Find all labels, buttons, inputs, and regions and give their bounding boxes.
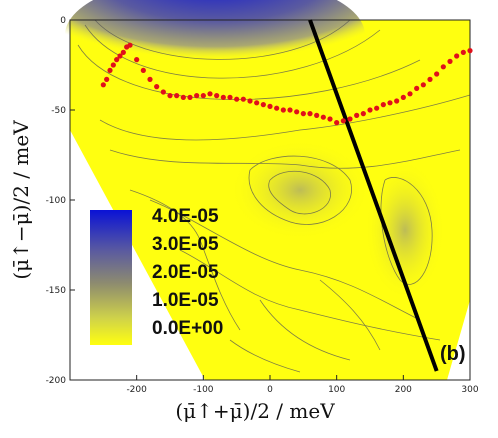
red-point <box>440 64 446 70</box>
colorbar-label: 1.0E-05 <box>152 290 219 311</box>
red-point <box>407 91 413 97</box>
red-point <box>194 93 200 99</box>
red-point <box>160 89 166 95</box>
black-line <box>308 19 439 372</box>
red-point <box>220 94 226 100</box>
colorbar-label: 4.0E-05 <box>152 206 219 227</box>
red-point <box>154 84 160 90</box>
red-point <box>180 94 186 100</box>
top-feature <box>65 0 365 95</box>
red-point <box>434 71 440 77</box>
red-point <box>240 96 246 102</box>
red-point <box>100 82 106 88</box>
red-point <box>127 42 133 48</box>
red-point <box>367 107 373 113</box>
red-point <box>307 111 313 117</box>
red-point <box>294 109 300 115</box>
red-point <box>467 48 473 54</box>
red-point <box>354 112 360 118</box>
colorbar-label: 3.0E-05 <box>152 234 219 255</box>
colorbar-label: 0.0E+00 <box>152 318 223 339</box>
red-point <box>247 98 253 104</box>
right-feature <box>365 160 445 300</box>
x-tick-label: -100 <box>193 385 214 395</box>
mid-feature <box>230 140 370 240</box>
red-point <box>207 91 213 97</box>
red-points <box>100 42 473 126</box>
red-point <box>414 85 420 91</box>
red-point <box>447 58 453 64</box>
red-point <box>287 107 293 113</box>
y-axis-ticks: 0 -50 -100 -150 -200 <box>46 16 75 386</box>
red-point <box>117 53 123 59</box>
red-point <box>400 94 406 100</box>
colorbar-label: 2.0E-05 <box>152 262 219 283</box>
red-point <box>110 62 116 68</box>
red-point <box>280 107 286 113</box>
red-point <box>374 105 380 111</box>
red-point <box>114 57 120 63</box>
red-point <box>347 116 353 122</box>
red-point <box>340 118 346 124</box>
y-tick-label: -150 <box>46 286 67 296</box>
red-point <box>187 94 193 100</box>
red-point <box>420 82 426 88</box>
y-tick-label: -100 <box>46 196 67 206</box>
red-point <box>454 53 460 59</box>
y-tick-label: 0 <box>60 16 66 26</box>
red-point <box>200 93 206 99</box>
x-axis-ticks: -200 -100 0 100 200 300 <box>126 375 479 395</box>
colorbar <box>90 210 132 345</box>
red-point <box>227 94 233 100</box>
red-point <box>460 49 466 56</box>
x-axis-label: (μ̄↑+μ̄)/2 / meV <box>175 399 335 423</box>
red-point <box>214 93 220 99</box>
red-point <box>387 100 393 106</box>
red-point <box>300 111 306 117</box>
red-point <box>134 57 140 63</box>
red-point <box>107 67 113 73</box>
red-point <box>174 93 180 99</box>
red-point <box>427 76 433 82</box>
red-point <box>380 102 386 108</box>
red-point <box>360 111 366 117</box>
red-point <box>120 49 126 56</box>
red-point <box>327 116 333 122</box>
x-tick-label: 100 <box>328 385 345 395</box>
x-tick-label: 200 <box>395 385 412 395</box>
red-point <box>167 93 173 99</box>
y-axis-label: (μ̄↑−μ̄)/2 / meV <box>9 120 33 280</box>
red-point <box>320 114 326 120</box>
red-point <box>334 120 340 126</box>
red-point <box>254 100 260 106</box>
contour-lines <box>77 19 471 373</box>
x-tick-label: 0 <box>267 385 273 395</box>
y-tick-label: -200 <box>46 376 67 386</box>
x-tick-label: -200 <box>126 385 147 395</box>
red-point <box>140 67 146 73</box>
red-point <box>147 76 153 82</box>
red-point <box>260 102 266 108</box>
red-point <box>314 112 320 118</box>
x-tick-label: 300 <box>461 385 478 395</box>
colorbar-labels: 4.0E-05 3.0E-05 2.0E-05 1.0E-05 0.0E+00 <box>152 206 223 339</box>
red-point <box>274 105 280 111</box>
red-point <box>234 96 240 102</box>
panel-label: (b) <box>440 343 466 365</box>
red-point <box>267 103 273 109</box>
red-point <box>104 76 110 82</box>
red-point <box>394 98 400 104</box>
y-tick-label: -50 <box>51 106 66 116</box>
